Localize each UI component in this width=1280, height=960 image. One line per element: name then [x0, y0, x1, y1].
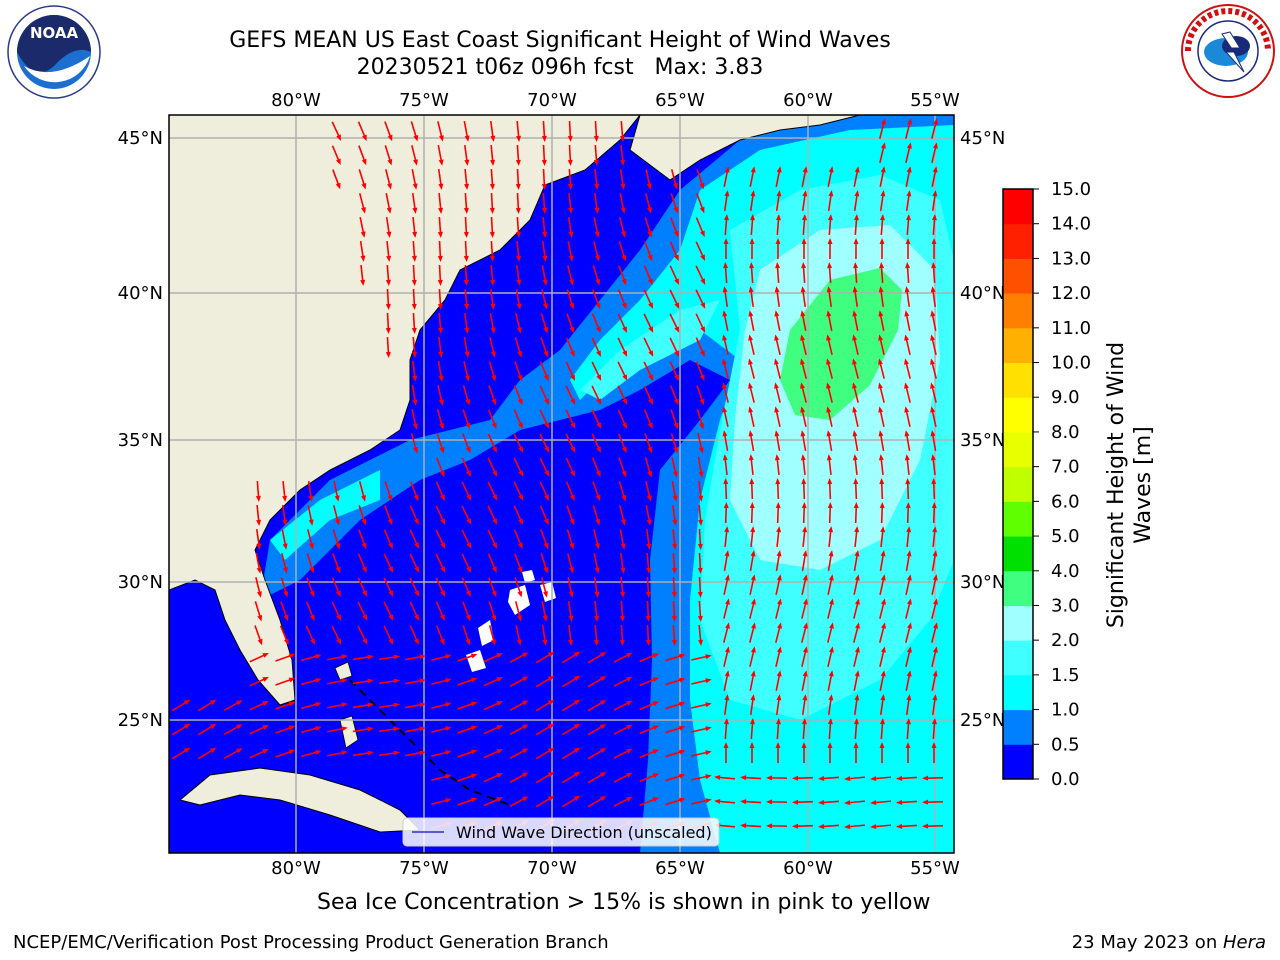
colorbar-tick-label: 5.0 — [1051, 526, 1080, 547]
colorbar-segment — [1003, 293, 1033, 329]
colorbar-segment — [1003, 605, 1033, 641]
colorbar-tick-label: 4.0 — [1051, 561, 1080, 582]
colorbar-segment — [1003, 536, 1033, 572]
lon-tick-top: 65°W — [655, 90, 705, 111]
colorbar-segment — [1003, 744, 1033, 780]
land-maritimes — [629, 115, 861, 181]
graticule — [169, 115, 954, 853]
lat-tick-right: 35°N — [960, 430, 1005, 451]
colorbar-segment — [1003, 709, 1033, 745]
lon-tick-top: 60°W — [783, 90, 833, 111]
lat-tick-left: 35°N — [118, 430, 163, 451]
colorbar-segment — [1003, 570, 1033, 606]
lon-tick-top: 80°W — [271, 90, 321, 111]
lat-tick-right: 45°N — [960, 128, 1005, 149]
wave-contour-3.0m — [780, 268, 902, 420]
colorbar-segment — [1003, 466, 1033, 502]
noaa-logo-text: NOAA — [30, 24, 79, 42]
land-us — [169, 115, 641, 706]
colorbar-segment — [1003, 431, 1033, 468]
colorbar: 0.0 0.5 1.0 1.5 2.0 3.0 4.0 5.0 6.0 7.0 8.0 9.0 10.0… — [1002, 179, 1091, 790]
lat-tick-right: 40°N — [960, 283, 1005, 304]
colorbar-tick-label: 10.0 — [1051, 353, 1091, 374]
lat-tick-left: 25°N — [118, 710, 163, 731]
maritime-boundary-line — [349, 679, 511, 806]
colorbar-tick-label: 11.0 — [1051, 318, 1091, 339]
lon-tick-top: 70°W — [527, 90, 577, 111]
wind-wave-arrows — [171, 118, 944, 832]
lon-tick-bottom: 80°W — [271, 858, 321, 879]
colorbar-tick-label: 8.0 — [1051, 422, 1080, 443]
axis-tick-labels: 80°W 80°W 75°W 75°W 70°W 70°W 65°W 65°W 60°W 60°W… — [118, 90, 1006, 879]
lat-tick-right: 25°N — [960, 710, 1005, 731]
colorbar-tick-label: 15.0 — [1051, 179, 1091, 200]
colorbar-segment — [1003, 362, 1033, 398]
colorbar-tick-label: 6.0 — [1051, 491, 1080, 512]
lat-tick-right: 30°N — [960, 572, 1005, 593]
colorbar-segment — [1003, 397, 1033, 433]
colorbar-tick-label: 13.0 — [1051, 248, 1091, 269]
nws-logo-icon — [1181, 4, 1275, 98]
lon-tick-top: 75°W — [399, 90, 449, 111]
colorbar-tick-label: 1.0 — [1051, 700, 1080, 721]
lat-tick-left: 30°N — [118, 572, 163, 593]
legend-label: Wind Wave Direction (unscaled) — [456, 823, 712, 842]
colorbar-tick-label: 0.5 — [1051, 734, 1080, 755]
lon-tick-bottom: 55°W — [910, 858, 960, 879]
colorbar-label-line2: Waves [m] — [1131, 426, 1156, 543]
noaa-logo-icon: NOAA — [7, 5, 101, 99]
lon-tick-bottom: 70°W — [527, 858, 577, 879]
colorbar-segment — [1003, 674, 1033, 711]
footer-host: Hera — [1222, 932, 1266, 953]
map-legend: Wind Wave Direction (unscaled) — [402, 817, 720, 847]
colorbar-tick-label: 12.0 — [1051, 283, 1091, 304]
sea-ice-note: Sea Ice Concentration > 15% is shown in … — [317, 890, 931, 915]
colorbar-tick-label: 0.0 — [1051, 769, 1080, 790]
lon-tick-top: 55°W — [910, 90, 960, 111]
land-bahamas — [334, 661, 359, 749]
colorbar-segment — [1003, 640, 1033, 676]
colorbar-segment — [1003, 223, 1033, 259]
colorbar-segment — [1003, 501, 1033, 537]
footer-date: 23 May 2023 on Hera — [1072, 932, 1266, 953]
lon-tick-bottom: 65°W — [655, 858, 705, 879]
colorbar-segment — [1003, 189, 1033, 225]
lon-tick-bottom: 60°W — [783, 858, 833, 879]
colorbar-tick-label: 2.0 — [1051, 630, 1080, 651]
map-title: GEFS MEAN US East Coast Significant Heig… — [229, 28, 891, 53]
map-subtitle: 20230521 t06z 096h fcst Max: 3.83 — [356, 55, 764, 80]
colorbar-tick-label: 9.0 — [1051, 387, 1080, 408]
lat-tick-left: 40°N — [118, 283, 163, 304]
colorbar-tick-label: 1.5 — [1051, 665, 1080, 686]
footer-credit: NCEP/EMC/Verification Post Processing Pr… — [13, 932, 609, 953]
colorbar-label-line1: Significant Height of Wind — [1104, 342, 1129, 628]
lon-tick-bottom: 75°W — [399, 858, 449, 879]
colorbar-segment — [1003, 327, 1033, 364]
colorbar-tick-label: 14.0 — [1051, 214, 1091, 235]
wave-contour-coastal — [270, 470, 380, 560]
footer-date-text: 23 May 2023 on — [1071, 932, 1223, 953]
colorbar-tick-label: 3.0 — [1051, 595, 1080, 616]
colorbar-segment — [1003, 258, 1033, 294]
colorbar-tick-label: 7.0 — [1051, 457, 1080, 478]
map-frame — [168, 114, 955, 854]
lat-tick-left: 45°N — [118, 128, 163, 149]
